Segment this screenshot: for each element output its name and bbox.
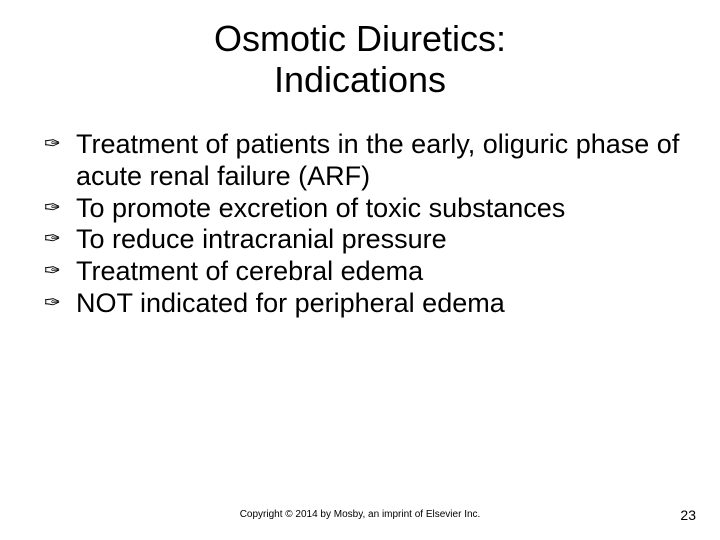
bullet-text: Treatment of patients in the early, olig… (76, 129, 679, 191)
slide-title: Osmotic Diuretics: Indications (0, 0, 720, 101)
bullet-text: NOT indicated for peripheral edema (76, 288, 505, 318)
bullet-icon: ✑ (44, 260, 61, 284)
bullet-icon: ✑ (44, 292, 61, 316)
slide: Osmotic Diuretics: Indications ✑ Treatme… (0, 0, 720, 540)
page-number: 23 (680, 507, 696, 523)
list-item: ✑ NOT indicated for peripheral edema (30, 288, 690, 320)
bullet-icon: ✑ (44, 133, 61, 157)
list-item: ✑ Treatment of patients in the early, ol… (30, 129, 690, 193)
bullet-icon: ✑ (44, 228, 61, 252)
title-line-1: Osmotic Diuretics: (0, 18, 720, 59)
list-item: ✑ Treatment of cerebral edema (30, 256, 690, 288)
list-item: ✑ To promote excretion of toxic substanc… (30, 193, 690, 225)
bullet-icon: ✑ (44, 197, 61, 221)
slide-content: ✑ Treatment of patients in the early, ol… (0, 101, 720, 320)
list-item: ✑ To reduce intracranial pressure (30, 224, 690, 256)
footer-copyright: Copyright © 2014 by Mosby, an imprint of… (0, 509, 720, 520)
bullet-list: ✑ Treatment of patients in the early, ol… (30, 129, 690, 320)
bullet-text: Treatment of cerebral edema (76, 256, 423, 286)
bullet-text: To promote excretion of toxic substances (76, 193, 565, 223)
bullet-text: To reduce intracranial pressure (76, 224, 447, 254)
title-line-2: Indications (0, 59, 720, 100)
